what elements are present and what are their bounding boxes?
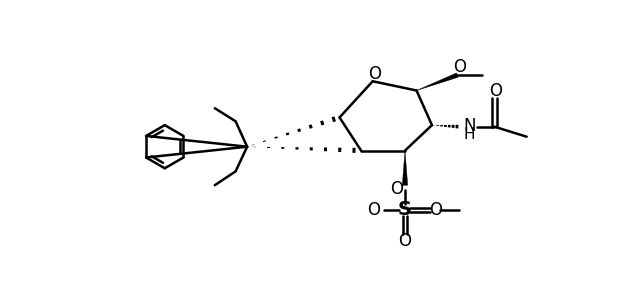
Text: N: N: [463, 117, 476, 135]
Polygon shape: [417, 73, 458, 91]
Text: O: O: [367, 201, 380, 219]
Text: S: S: [398, 200, 412, 219]
Text: O: O: [390, 180, 403, 198]
Text: O: O: [368, 65, 381, 83]
Polygon shape: [403, 151, 408, 185]
Text: H: H: [464, 127, 476, 142]
Text: O: O: [399, 232, 412, 250]
Text: O: O: [453, 58, 466, 76]
Text: O: O: [490, 81, 502, 99]
Text: O: O: [429, 201, 442, 219]
